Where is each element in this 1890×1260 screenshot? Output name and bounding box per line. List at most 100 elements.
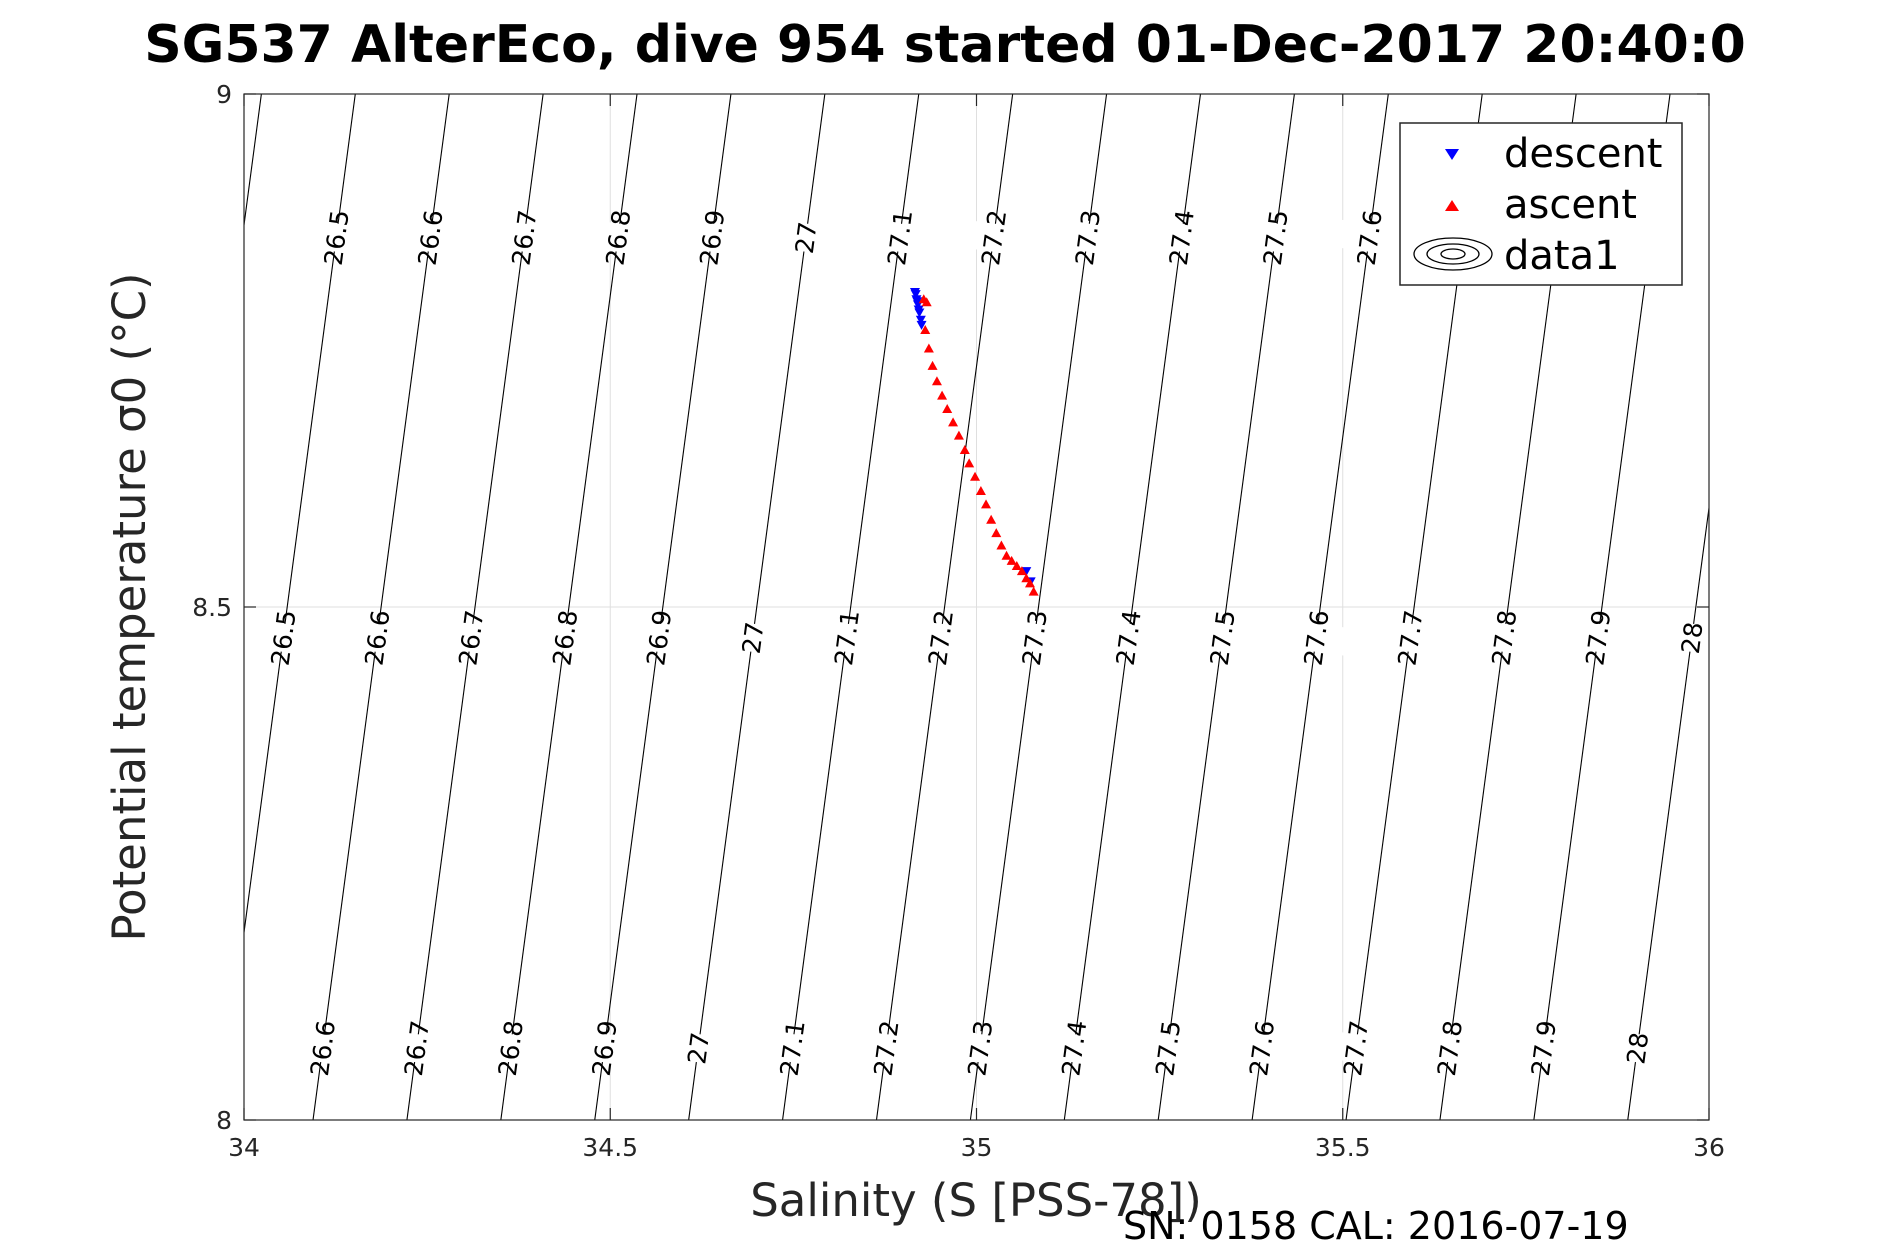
contour-label-gap	[1051, 219, 1124, 256]
contour-label: 27.2	[868, 1019, 904, 1078]
contour-label-gap	[582, 219, 654, 256]
ascent-point	[1006, 555, 1017, 565]
isopycnal-line	[1627, 503, 1709, 1120]
x-axis-label: Salinity (S [PSS-78])	[750, 1174, 1202, 1227]
contour-label: 27	[790, 220, 823, 255]
x-tick-label: 36	[1693, 1133, 1725, 1162]
y-tick-label: 8.5	[192, 593, 232, 622]
contour-label: 26.7	[399, 1019, 435, 1078]
ascent-point	[996, 540, 1007, 550]
contour-label-gap	[287, 1029, 359, 1067]
isopycnal-line	[1157, 94, 1295, 1120]
contour-label-gap	[394, 219, 466, 256]
ascent-point	[921, 297, 932, 307]
isopycnal-line	[244, 94, 356, 937]
isopycnal-line	[312, 94, 450, 1120]
contour-label: 27	[682, 1031, 715, 1066]
isopycnal-line	[969, 94, 1108, 1120]
contour-label-gap	[904, 619, 977, 657]
contour-label-gap	[1333, 219, 1405, 256]
contour-label-gap	[958, 219, 1030, 256]
ascent-point	[1028, 586, 1039, 596]
legend-descent-label: descent	[1504, 131, 1662, 177]
contour-label-gap	[662, 1029, 734, 1067]
isopycnal-line	[500, 94, 638, 1120]
ascent-point	[975, 486, 986, 496]
contour-label-gap	[1280, 619, 1352, 657]
ascent-point	[920, 324, 931, 334]
data-points	[909, 288, 1039, 596]
ascent-point	[1021, 573, 1032, 583]
ascent-point	[953, 430, 964, 440]
contour-label: 27.6	[1244, 1019, 1280, 1078]
contour-label-gap	[717, 619, 789, 657]
contour-label-gap	[756, 1029, 828, 1067]
contour-label-gap	[341, 619, 413, 657]
contour-label-gap	[435, 619, 507, 657]
legend-descent-marker	[1445, 149, 1459, 160]
contour-label-gap	[623, 619, 695, 657]
contour-label-gap	[1374, 619, 1446, 657]
isopycnal-line	[1063, 94, 1202, 1120]
contour-label-gap	[1468, 619, 1540, 657]
legend-ascent-label: ascent	[1504, 182, 1637, 228]
ascent-point	[1024, 578, 1035, 588]
contour-label-gap	[474, 1029, 546, 1067]
ascent-point	[986, 514, 997, 524]
contour-label: 27.9	[1526, 1019, 1562, 1078]
y-tick-label: 9	[216, 80, 232, 109]
contour-label-gap	[1413, 1029, 1486, 1067]
ascent-point	[964, 458, 975, 468]
contour-label: 27.8	[1432, 1019, 1468, 1078]
contour-label-gap	[944, 1029, 1016, 1067]
descent-point	[916, 320, 927, 330]
contour-label-gap	[998, 619, 1070, 657]
isopycnal-line	[875, 94, 1014, 1120]
contour-label: 28	[1621, 1031, 1654, 1066]
ascent-point	[927, 360, 938, 370]
isopycnal-line	[782, 94, 920, 1120]
contour-label-gap	[850, 1029, 922, 1067]
contour-label-gap	[1562, 619, 1634, 657]
isopycnal-line	[406, 94, 544, 1120]
contour-label-gap	[247, 619, 319, 657]
ascent-point	[991, 528, 1002, 538]
serial-calibration-footer: SN: 0158 CAL: 2016-07-19	[1123, 1204, 1629, 1248]
contour-label-gap	[1601, 1029, 1673, 1067]
contour-label-gap	[1226, 1029, 1298, 1067]
contour-label: 27.1	[775, 1019, 811, 1078]
ascent-point	[1001, 550, 1012, 560]
descent-point	[914, 308, 925, 318]
contour-label: 27.5	[1150, 1019, 1186, 1078]
contour-label-gap	[1092, 619, 1164, 657]
contour-label-gap	[529, 619, 601, 657]
legend-ascent-marker	[1445, 200, 1459, 211]
contour-label-gap	[676, 219, 748, 256]
contour-label: 27.4	[1056, 1019, 1092, 1078]
ascent-point	[959, 445, 970, 455]
chart-title: SG537 AlterEco, dive 954 started 01-Dec-…	[144, 15, 1746, 75]
contour-label: 27.7	[1338, 1019, 1374, 1078]
ascent-point	[1011, 560, 1022, 570]
x-tick-label: 35	[961, 1133, 993, 1162]
contour-label-gap	[864, 219, 936, 256]
x-tick-label: 34	[228, 1133, 260, 1162]
contour-label-gap	[568, 1029, 640, 1067]
ascent-point	[931, 376, 942, 386]
contour-label: 28	[1676, 620, 1709, 655]
ascent-point	[923, 343, 934, 353]
contour-label-gap	[1239, 219, 1311, 256]
contour-label-gap	[300, 219, 372, 256]
y-axis-label: Potential temperature σ0 (°C)	[103, 272, 156, 941]
legend-contour-label: data1	[1504, 233, 1620, 279]
contour-label: 26.9	[587, 1019, 623, 1078]
descent-point	[910, 290, 921, 300]
contour-label: 26.6	[305, 1019, 341, 1078]
contour-label: 27	[737, 620, 770, 655]
ascent-point	[948, 417, 959, 427]
isopycnal-line	[594, 94, 732, 1120]
contour-label-gap	[380, 1029, 453, 1067]
contour-label: 27.3	[962, 1019, 998, 1078]
ascent-point	[970, 471, 981, 481]
